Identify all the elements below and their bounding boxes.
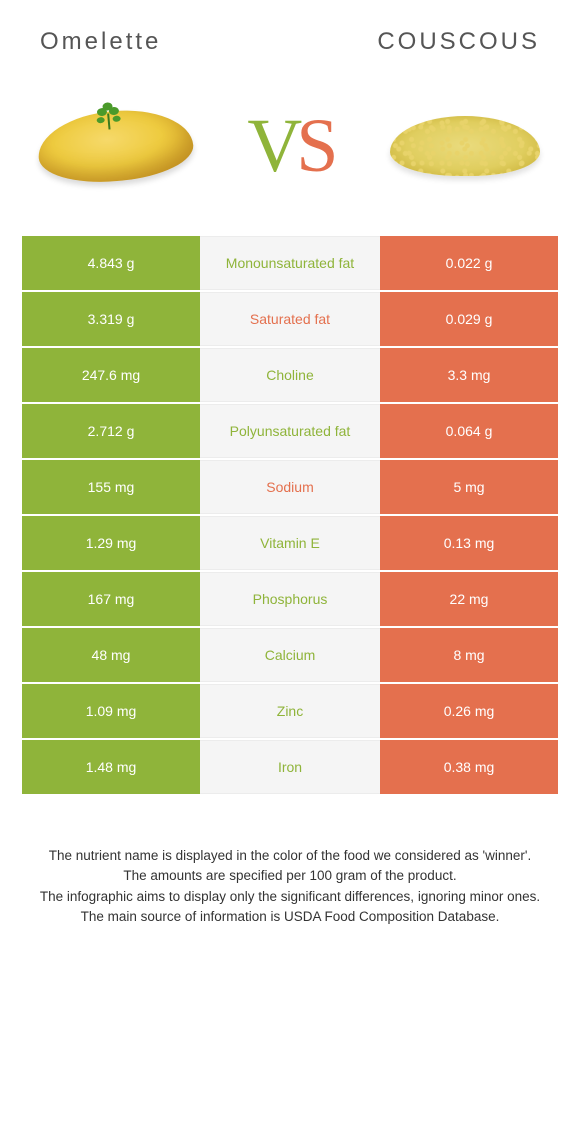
right-value-cell: 5 mg	[380, 460, 558, 514]
nutrient-label-cell: Iron	[200, 740, 380, 794]
left-value-cell: 3.319 g	[22, 292, 200, 346]
table-row: 1.09 mgZinc0.26 mg	[22, 684, 558, 738]
table-row: 3.319 gSaturated fat0.029 g	[22, 292, 558, 346]
footer-notes: The nutrient name is displayed in the co…	[0, 796, 580, 927]
table-row: 4.843 gMonounsaturated fat0.022 g	[22, 236, 558, 290]
header: Omelette COUSCOUS	[0, 0, 580, 76]
table-row: 1.29 mgVitamin E0.13 mg	[22, 516, 558, 570]
nutrient-label-cell: Vitamin E	[200, 516, 380, 570]
left-food-title: Omelette	[40, 28, 161, 56]
right-value-cell: 0.38 mg	[380, 740, 558, 794]
footer-line: The infographic aims to display only the…	[30, 887, 550, 907]
left-value-cell: 167 mg	[22, 572, 200, 626]
nutrient-label-cell: Phosphorus	[200, 572, 380, 626]
nutrient-label-cell: Monounsaturated fat	[200, 236, 380, 290]
table-row: 1.48 mgIron0.38 mg	[22, 740, 558, 794]
vs-label: V S	[247, 103, 332, 190]
right-value-cell: 0.13 mg	[380, 516, 558, 570]
left-value-cell: 1.48 mg	[22, 740, 200, 794]
footer-line: The nutrient name is displayed in the co…	[30, 846, 550, 866]
table-row: 247.6 mgCholine3.3 mg	[22, 348, 558, 402]
table-row: 155 mgSodium5 mg	[22, 460, 558, 514]
nutrient-label-cell: Polyunsaturated fat	[200, 404, 380, 458]
right-food-title: COUSCOUS	[377, 28, 540, 56]
left-value-cell: 4.843 g	[22, 236, 200, 290]
comparison-table: 4.843 gMonounsaturated fat0.022 g3.319 g…	[0, 236, 580, 794]
nutrient-label-cell: Choline	[200, 348, 380, 402]
left-value-cell: 247.6 mg	[22, 348, 200, 402]
footer-line: The amounts are specified per 100 gram o…	[30, 866, 550, 886]
nutrient-label-cell: Sodium	[200, 460, 380, 514]
vs-row: V S	[0, 76, 580, 236]
right-value-cell: 0.26 mg	[380, 684, 558, 738]
vs-s: S	[296, 103, 332, 190]
table-row: 167 mgPhosphorus22 mg	[22, 572, 558, 626]
table-row: 2.712 gPolyunsaturated fat0.064 g	[22, 404, 558, 458]
right-value-cell: 0.029 g	[380, 292, 558, 346]
right-value-cell: 3.3 mg	[380, 348, 558, 402]
nutrient-label-cell: Zinc	[200, 684, 380, 738]
table-row: 48 mgCalcium8 mg	[22, 628, 558, 682]
parsley-garnish-icon	[89, 100, 127, 133]
nutrient-label-cell: Calcium	[200, 628, 380, 682]
nutrient-label-cell: Saturated fat	[200, 292, 380, 346]
right-value-cell: 0.064 g	[380, 404, 558, 458]
omelette-image	[30, 96, 200, 196]
right-value-cell: 0.022 g	[380, 236, 558, 290]
couscous-image	[380, 96, 550, 196]
footer-line: The main source of information is USDA F…	[30, 907, 550, 927]
left-value-cell: 155 mg	[22, 460, 200, 514]
right-value-cell: 8 mg	[380, 628, 558, 682]
left-value-cell: 2.712 g	[22, 404, 200, 458]
right-value-cell: 22 mg	[380, 572, 558, 626]
left-value-cell: 1.09 mg	[22, 684, 200, 738]
left-value-cell: 1.29 mg	[22, 516, 200, 570]
left-value-cell: 48 mg	[22, 628, 200, 682]
vs-v: V	[247, 103, 296, 190]
